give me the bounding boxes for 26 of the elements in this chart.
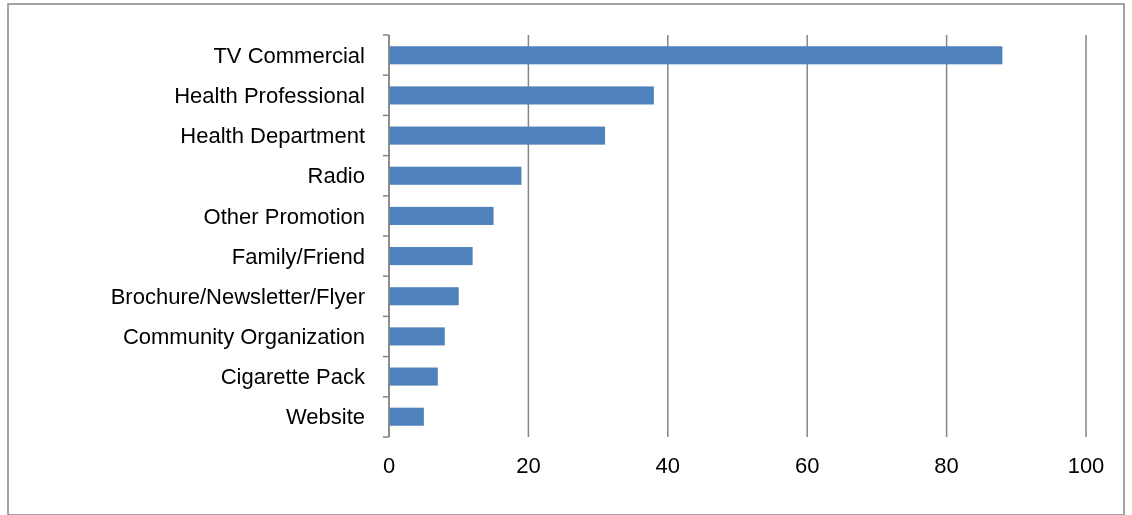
bar (389, 287, 459, 306)
y-tick-label: Radio (307, 163, 365, 189)
x-tick-label: 100 (1067, 453, 1105, 478)
bar (389, 206, 494, 225)
bar (389, 247, 473, 266)
y-tick-label: Health Professional (174, 83, 365, 109)
y-tick-label: Health Department (180, 123, 365, 149)
y-tick-label: TV Commercial (213, 42, 365, 68)
bar (389, 46, 1003, 65)
bar (389, 407, 424, 426)
bar (389, 86, 654, 105)
x-tick-label: 80 (934, 453, 959, 478)
y-tick-label: Other Promotion (203, 203, 365, 229)
x-tick-label: 60 (794, 453, 820, 478)
x-tick-label: 0 (382, 453, 396, 478)
bar (389, 367, 438, 386)
y-tick-label: Community Organization (122, 324, 365, 350)
y-tick-label: Family/Friend (231, 243, 365, 269)
bar (389, 327, 445, 346)
bar (389, 166, 522, 185)
y-tick-label: Website (285, 404, 365, 430)
y-tick-label: Cigarette Pack (220, 364, 366, 390)
x-tick-label: 40 (655, 453, 681, 478)
x-tick-label: 20 (516, 453, 541, 478)
y-tick-label: Brochure/Newsletter/Flyer (110, 283, 365, 309)
bar (389, 126, 606, 145)
